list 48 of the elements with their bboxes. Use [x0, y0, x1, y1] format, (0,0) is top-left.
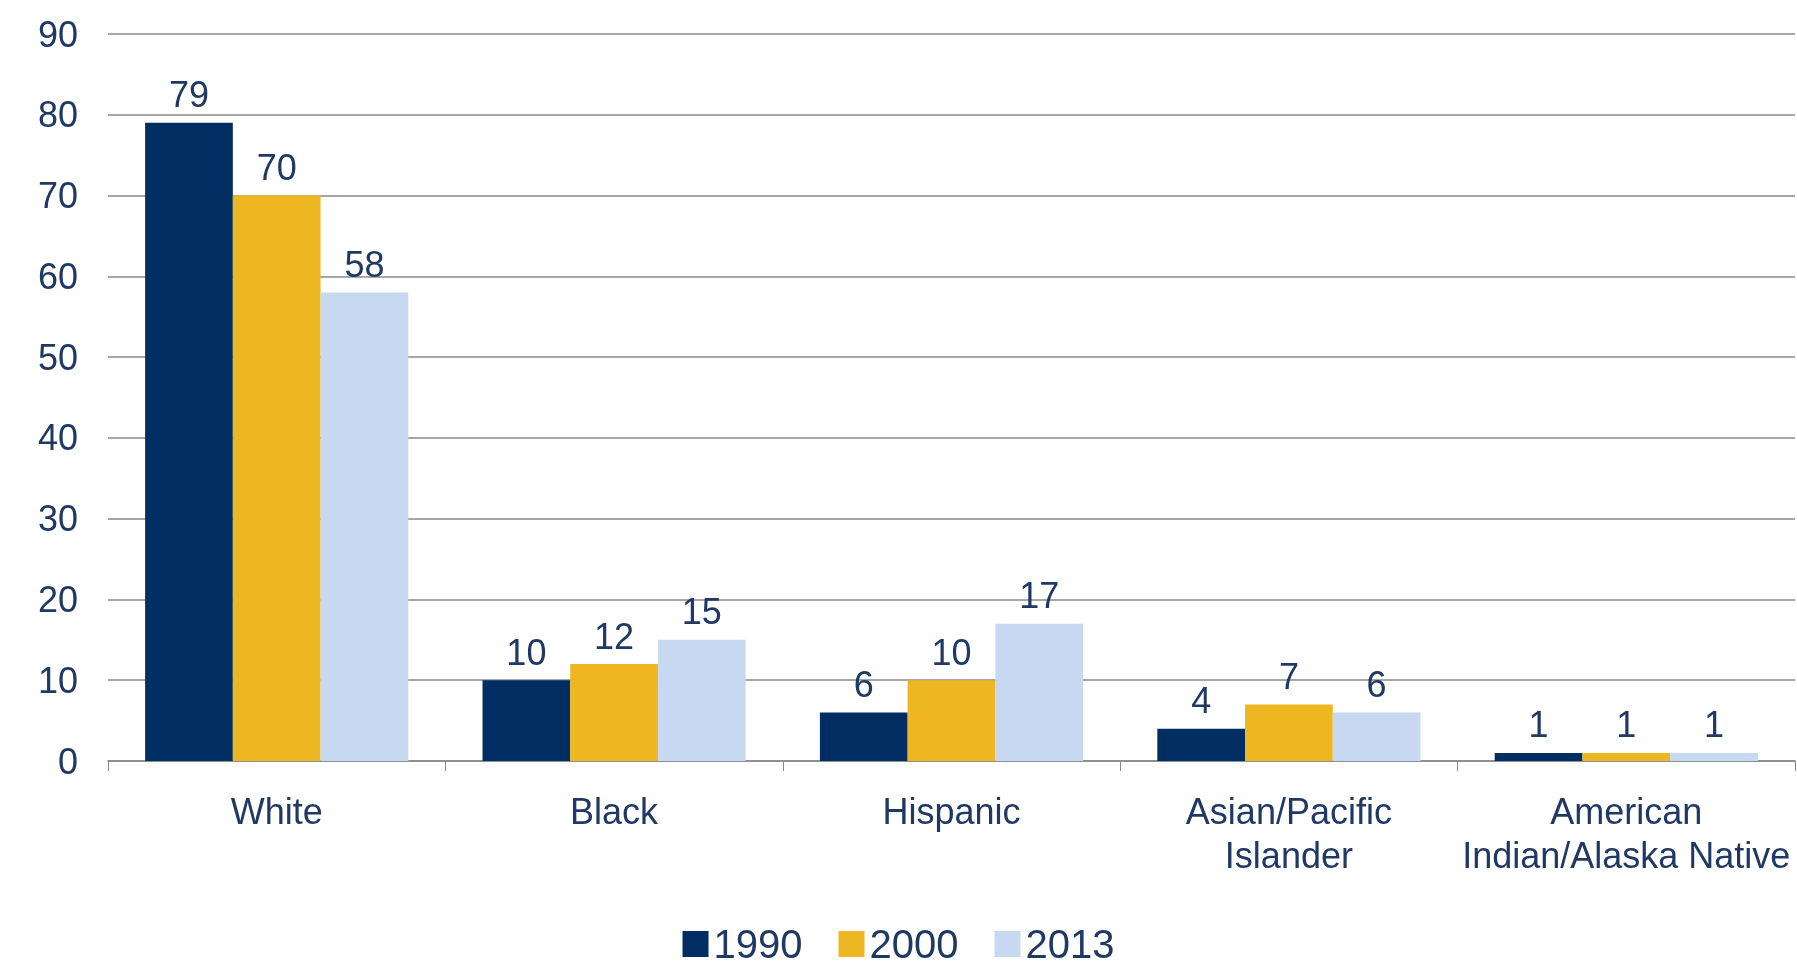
data-label: 4 [1191, 680, 1212, 722]
legend-label: 2013 [1025, 922, 1115, 966]
y-tick-label: 90 [37, 13, 78, 55]
data-label: 10 [931, 631, 972, 673]
data-label: 7 [1278, 655, 1299, 697]
bar [657, 639, 746, 761]
bar [1670, 752, 1758, 761]
y-tick-label: 40 [37, 417, 78, 459]
y-tick-label: 70 [37, 175, 78, 217]
data-label: 1 [1704, 704, 1725, 746]
data-label: 1 [1616, 704, 1637, 746]
data-label: 10 [506, 631, 547, 673]
legend-label: 1990 [713, 922, 803, 966]
y-tick-label: 30 [37, 498, 78, 540]
bar [1582, 752, 1671, 761]
y-tick-label: 0 [57, 740, 78, 782]
bar [819, 712, 908, 761]
y-tick-label: 10 [37, 659, 78, 701]
x-tick-label: Black [570, 790, 660, 832]
bar [1494, 752, 1583, 761]
bar [1245, 704, 1333, 761]
bar [145, 122, 233, 761]
y-tick-label: 60 [37, 255, 78, 297]
x-tick-label: American Indian/Alaska Native [1462, 790, 1791, 876]
bar [482, 680, 571, 761]
x-tick-label: White [230, 790, 323, 832]
bar [995, 623, 1084, 761]
y-tick-label: 20 [37, 578, 78, 620]
bar [320, 292, 409, 761]
bar [232, 195, 321, 761]
data-label: 12 [594, 615, 635, 657]
y-tick-label: 80 [37, 94, 78, 136]
y-tick-label: 50 [37, 336, 78, 378]
data-label: 17 [1019, 575, 1060, 617]
x-tick-label: Hispanic [882, 790, 1021, 832]
data-label: 6 [1366, 664, 1387, 706]
data-label: 6 [853, 664, 874, 706]
data-label: 79 [168, 74, 209, 116]
data-label: 1 [1528, 704, 1549, 746]
bar [570, 664, 658, 761]
data-label: 58 [344, 243, 385, 285]
bar [1157, 728, 1246, 761]
x-tick-label: Asian/Pacific Islander [1185, 790, 1392, 876]
data-label: 70 [256, 147, 297, 189]
bar [1332, 712, 1421, 761]
bar [907, 680, 996, 761]
data-label: 15 [681, 591, 722, 633]
legend-label: 2000 [869, 922, 959, 966]
